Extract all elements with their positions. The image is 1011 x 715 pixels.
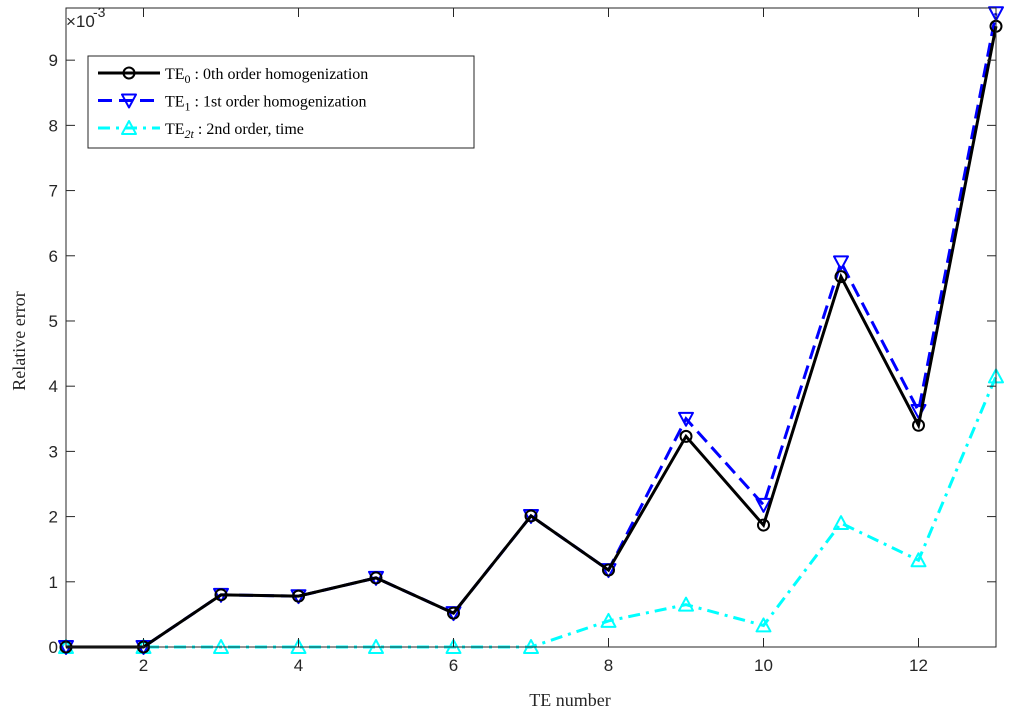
data-point-te2t: [833, 515, 849, 531]
legend-entry-te0: TE0 : 0th order homogenization: [98, 66, 368, 86]
data-point-te2t: [755, 617, 772, 633]
x-tick-label: 12: [909, 656, 928, 675]
y-tick-label: 2: [49, 508, 58, 527]
data-point-te0: [214, 588, 228, 602]
axis-exponent: ×10 -3: [66, 4, 106, 31]
x-tick-label: 10: [754, 656, 773, 675]
data-point-te2t: [678, 596, 694, 612]
x-tick-label: 6: [449, 656, 458, 675]
x-axis-label: TE number: [529, 690, 610, 710]
data-point-te0: [912, 418, 925, 432]
data-point-te1: [678, 411, 694, 427]
y-tick-label: 6: [49, 247, 58, 266]
data-point-te0: [447, 606, 460, 620]
legend-marker-te1: [121, 93, 137, 109]
x-tick-label: 8: [604, 656, 613, 675]
y-tick-label: 7: [49, 182, 58, 201]
y-tick-label: 4: [49, 377, 58, 396]
y-tick-label: 5: [49, 312, 58, 331]
data-point-te0: [757, 518, 770, 532]
axes-box: [65, 7, 997, 648]
legend-label-te0: TE0 : 0th order homogenization: [165, 66, 368, 86]
exponent-base: ×10: [66, 12, 95, 31]
data-point-te2t: [523, 639, 539, 654]
data-point-te2t: [600, 612, 617, 628]
y-axis-label: Relative error: [9, 291, 29, 390]
legend-entry-te1: TE1 : 1st order homogenization: [98, 94, 367, 114]
exponent-power: -3: [93, 4, 106, 20]
y-tick-label: 3: [49, 442, 58, 461]
y-tick-label: 1: [49, 573, 58, 592]
legend: TE0 : 0th order homogenization TE1 : 1st …: [87, 55, 475, 149]
y-tick-label: 9: [49, 51, 58, 70]
data-point-te0: [292, 589, 305, 603]
data-point-te0: [679, 429, 693, 443]
data-point-te0: [834, 270, 848, 284]
data-point-te0: [602, 563, 615, 577]
data-point-te2t: [290, 639, 307, 654]
data-point-te0: [369, 571, 383, 585]
x-tick-label: 2: [139, 656, 148, 675]
legend-label-te2t: TE2t : 2nd order, time: [165, 121, 304, 141]
series-line-te0: [66, 25, 998, 649]
data-point-te2t: [368, 639, 384, 654]
data-point-te1: [833, 255, 849, 271]
legend-marker-te2t: [121, 120, 137, 135]
data-point-te1: [755, 497, 772, 513]
data-point-te1: [988, 6, 1004, 22]
data-point-te2t: [910, 552, 927, 568]
data-point-te2t: [213, 639, 229, 654]
y-tick-label: 0: [49, 638, 58, 657]
legend-marker-te0: [122, 66, 136, 80]
legend-entry-te2t: TE2t : 2nd order, time: [98, 120, 304, 141]
axes-layer: [65, 7, 997, 648]
data-point-te2t: [445, 639, 462, 654]
x-tick-label: 4: [294, 656, 303, 675]
legend-label-te1: TE1 : 1st order homogenization: [165, 94, 367, 114]
data-point-te0: [524, 509, 538, 523]
y-tick-label: 8: [49, 116, 58, 135]
